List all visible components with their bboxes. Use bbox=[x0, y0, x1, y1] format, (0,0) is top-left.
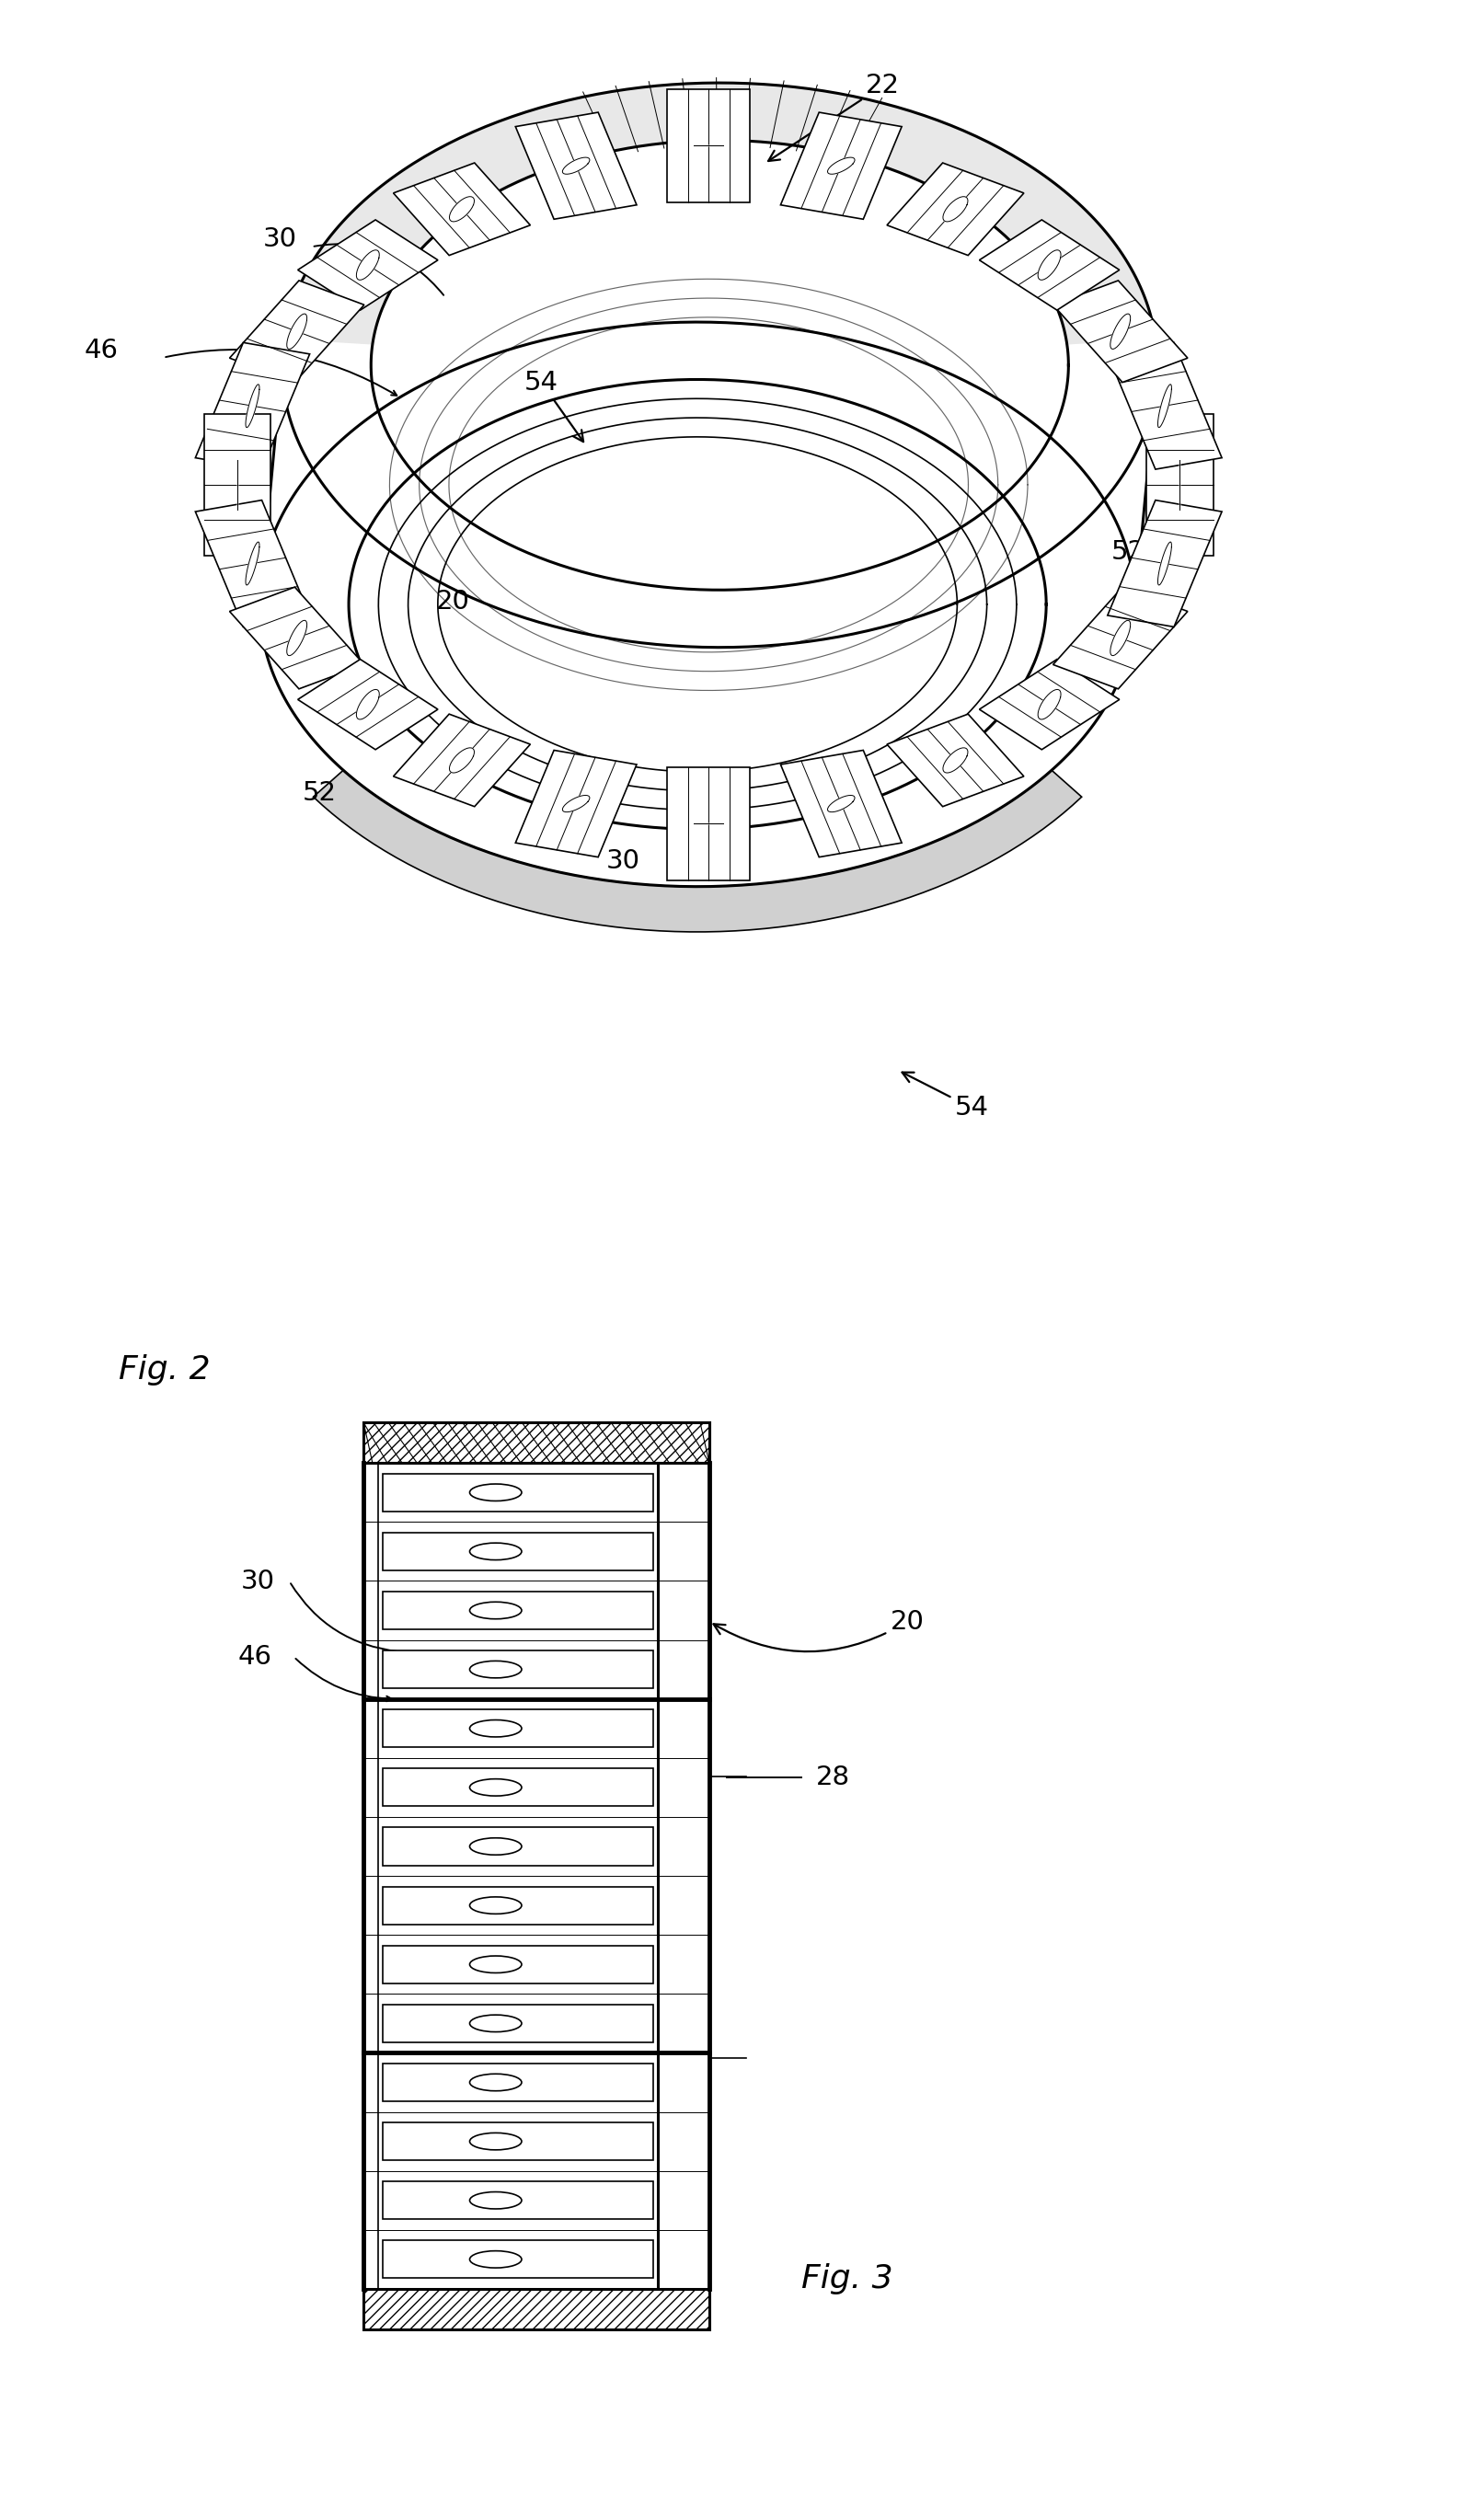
Text: 30: 30 bbox=[240, 1569, 275, 1594]
Bar bbox=[383, 1533, 653, 1571]
Polygon shape bbox=[393, 164, 530, 254]
Text: 46: 46 bbox=[237, 1644, 272, 1669]
Bar bbox=[364, 1423, 709, 1463]
Text: 46: 46 bbox=[85, 337, 119, 363]
Ellipse shape bbox=[469, 1544, 521, 1561]
Text: Fig. 2: Fig. 2 bbox=[119, 1355, 211, 1385]
Polygon shape bbox=[230, 587, 364, 690]
Ellipse shape bbox=[469, 2075, 521, 2090]
Ellipse shape bbox=[469, 2251, 521, 2269]
Polygon shape bbox=[286, 315, 307, 350]
Polygon shape bbox=[298, 660, 438, 750]
Bar bbox=[383, 1710, 653, 1747]
Polygon shape bbox=[313, 771, 1082, 932]
Bar bbox=[364, 1423, 709, 1463]
Polygon shape bbox=[1107, 501, 1221, 627]
Polygon shape bbox=[196, 501, 310, 627]
Ellipse shape bbox=[469, 1720, 521, 1737]
Polygon shape bbox=[1146, 413, 1214, 556]
Ellipse shape bbox=[469, 1838, 521, 1856]
Polygon shape bbox=[887, 164, 1024, 254]
Polygon shape bbox=[666, 768, 749, 881]
Polygon shape bbox=[1054, 587, 1187, 690]
Bar bbox=[383, 1886, 653, 1924]
Polygon shape bbox=[515, 750, 637, 856]
Text: 30: 30 bbox=[607, 849, 640, 874]
Polygon shape bbox=[450, 748, 475, 773]
Polygon shape bbox=[781, 113, 902, 219]
Polygon shape bbox=[450, 196, 475, 222]
Text: 20: 20 bbox=[436, 589, 469, 614]
Polygon shape bbox=[1037, 690, 1061, 720]
Text: Fig. 3: Fig. 3 bbox=[801, 2264, 893, 2294]
Polygon shape bbox=[246, 385, 260, 428]
Polygon shape bbox=[1158, 385, 1171, 428]
Text: 52: 52 bbox=[303, 781, 335, 806]
Polygon shape bbox=[1107, 342, 1221, 468]
Text: 52: 52 bbox=[1112, 539, 1144, 564]
Bar bbox=[383, 1652, 653, 1687]
Polygon shape bbox=[942, 196, 968, 222]
Text: 28: 28 bbox=[816, 1765, 850, 1790]
Polygon shape bbox=[781, 750, 902, 856]
Ellipse shape bbox=[469, 2014, 521, 2032]
Polygon shape bbox=[1054, 279, 1187, 383]
Ellipse shape bbox=[469, 1483, 521, 1501]
Polygon shape bbox=[283, 83, 1156, 345]
Bar bbox=[383, 2123, 653, 2160]
Ellipse shape bbox=[469, 1601, 521, 1619]
Polygon shape bbox=[286, 619, 307, 655]
Bar bbox=[383, 1473, 653, 1511]
Text: 22: 22 bbox=[769, 73, 899, 161]
Polygon shape bbox=[246, 541, 260, 584]
Polygon shape bbox=[666, 88, 749, 201]
Bar bbox=[364, 2289, 709, 2329]
Bar bbox=[383, 1946, 653, 1984]
Polygon shape bbox=[887, 715, 1024, 806]
Text: 54: 54 bbox=[525, 370, 583, 441]
Ellipse shape bbox=[469, 2191, 521, 2208]
Polygon shape bbox=[393, 715, 530, 806]
Polygon shape bbox=[196, 342, 310, 468]
Ellipse shape bbox=[469, 1662, 521, 1677]
Bar bbox=[383, 2065, 653, 2100]
Polygon shape bbox=[205, 413, 270, 556]
Polygon shape bbox=[356, 690, 380, 720]
Bar bbox=[383, 2241, 653, 2279]
Bar bbox=[383, 1768, 653, 1805]
Ellipse shape bbox=[469, 1896, 521, 1914]
Ellipse shape bbox=[469, 1956, 521, 1974]
Polygon shape bbox=[942, 748, 968, 773]
Polygon shape bbox=[1110, 315, 1131, 350]
Polygon shape bbox=[298, 219, 438, 310]
Bar bbox=[383, 1828, 653, 1866]
Polygon shape bbox=[828, 159, 855, 174]
Text: 20: 20 bbox=[714, 1609, 925, 1652]
Polygon shape bbox=[979, 219, 1119, 310]
Polygon shape bbox=[515, 113, 637, 219]
Text: 54: 54 bbox=[902, 1073, 988, 1121]
Polygon shape bbox=[562, 159, 589, 174]
Ellipse shape bbox=[469, 2133, 521, 2150]
Polygon shape bbox=[1037, 249, 1061, 279]
Bar bbox=[383, 2004, 653, 2042]
Polygon shape bbox=[828, 796, 855, 811]
Polygon shape bbox=[562, 796, 589, 811]
Polygon shape bbox=[1110, 619, 1131, 655]
Polygon shape bbox=[230, 279, 364, 383]
Ellipse shape bbox=[469, 1778, 521, 1795]
Bar bbox=[383, 2181, 653, 2218]
Polygon shape bbox=[979, 660, 1119, 750]
Text: 30: 30 bbox=[263, 227, 297, 252]
Polygon shape bbox=[356, 249, 380, 279]
Polygon shape bbox=[1158, 541, 1171, 584]
Bar bbox=[383, 1591, 653, 1629]
